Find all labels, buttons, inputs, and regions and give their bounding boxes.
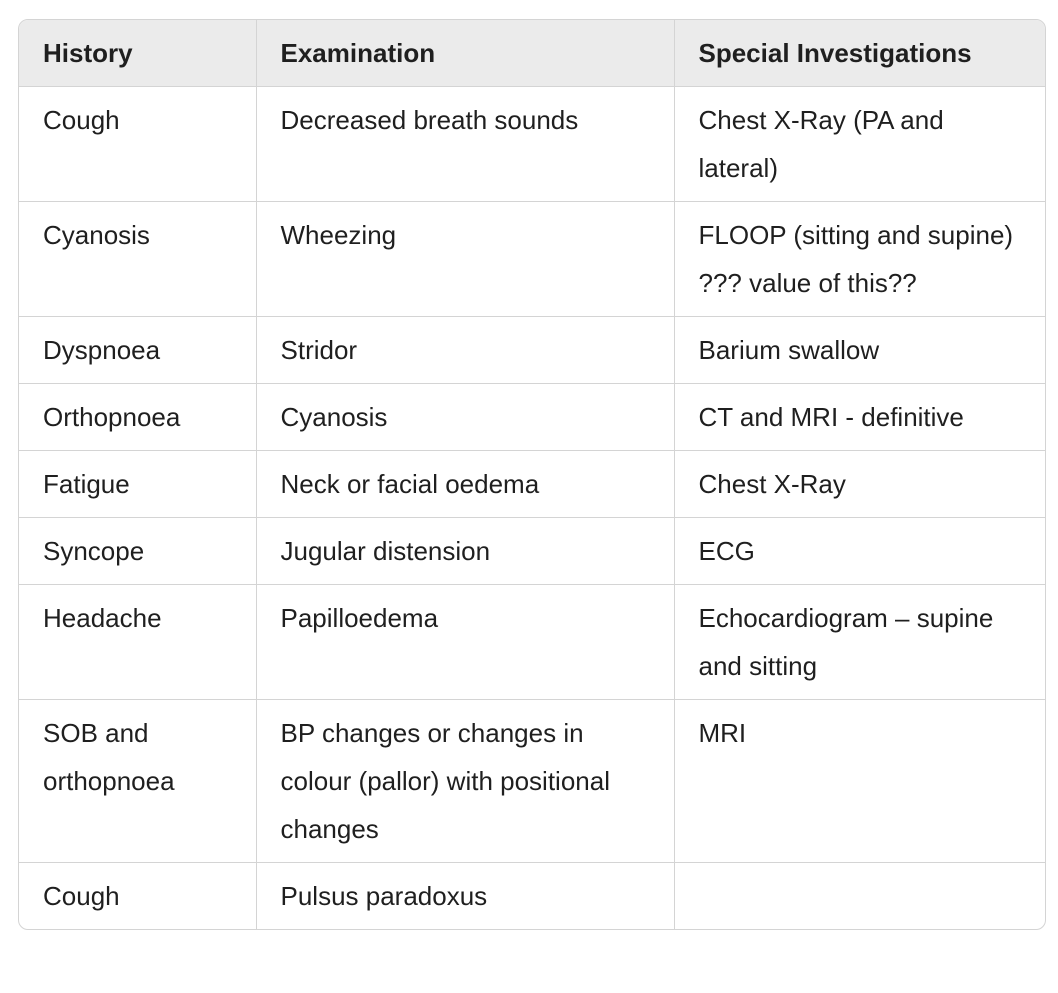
cell-special-investigations: CT and MRI - definitive: [674, 383, 1045, 451]
cell-examination: Wheezing: [256, 201, 675, 317]
header-row: History Examination Special Investigatio…: [19, 20, 1045, 87]
cell-special-investigations: Echocardiogram – supine and sitting: [674, 584, 1045, 700]
cell-history: Orthopnoea: [19, 383, 257, 451]
cell-history: SOB and orthopnoea: [19, 699, 257, 863]
cell-examination: Neck or facial oedema: [256, 450, 675, 518]
cell-examination: Stridor: [256, 316, 675, 384]
history-exam-investigations-table: History Examination Special Investigatio…: [19, 20, 1045, 929]
table-body: Cough Decreased breath sounds Chest X-Ra…: [19, 86, 1045, 930]
table-row: Fatigue Neck or facial oedema Chest X-Ra…: [19, 450, 1045, 518]
cell-history: Fatigue: [19, 450, 257, 518]
cell-history: Cough: [19, 862, 257, 929]
cell-history: Headache: [19, 584, 257, 700]
table-row: SOB and orthopnoea BP changes or changes…: [19, 699, 1045, 863]
cell-examination: Papilloedema: [256, 584, 675, 700]
table-row: Cough Pulsus paradoxus: [19, 862, 1045, 930]
table-row: Cyanosis Wheezing FLOOP (sitting and sup…: [19, 201, 1045, 317]
cell-special-investigations: MRI: [674, 699, 1045, 863]
cell-examination: BP changes or changes in colour (pallor)…: [256, 699, 675, 863]
cell-special-investigations: Chest X-Ray (PA and lateral): [674, 86, 1045, 202]
cell-history: Cough: [19, 86, 257, 202]
cell-special-investigations: Barium swallow: [674, 316, 1045, 384]
table-row: Syncope Jugular distension ECG: [19, 517, 1045, 585]
table-row: Cough Decreased breath sounds Chest X-Ra…: [19, 86, 1045, 202]
header-history: History: [19, 20, 257, 87]
cell-examination: Cyanosis: [256, 383, 675, 451]
cell-history: Syncope: [19, 517, 257, 585]
cell-history: Cyanosis: [19, 201, 257, 317]
cell-special-investigations: FLOOP (sitting and supine) ??? value of …: [674, 201, 1045, 317]
table-row: Orthopnoea Cyanosis CT and MRI - definit…: [19, 383, 1045, 451]
cell-examination: Pulsus paradoxus: [256, 862, 675, 929]
table-row: Dyspnoea Stridor Barium swallow: [19, 316, 1045, 384]
cell-special-investigations: [674, 863, 1045, 930]
table-row: Headache Papilloedema Echocardiogram – s…: [19, 584, 1045, 700]
cell-special-investigations: ECG: [674, 517, 1045, 585]
cell-special-investigations: Chest X-Ray: [674, 450, 1045, 518]
cell-examination: Jugular distension: [256, 517, 675, 585]
header-special-investigations: Special Investigations: [674, 20, 1045, 87]
clinical-table: History Examination Special Investigatio…: [18, 19, 1046, 930]
table-header: History Examination Special Investigatio…: [19, 20, 1045, 87]
cell-history: Dyspnoea: [19, 316, 257, 384]
cell-examination: Decreased breath sounds: [256, 86, 675, 202]
header-examination: Examination: [256, 20, 675, 87]
